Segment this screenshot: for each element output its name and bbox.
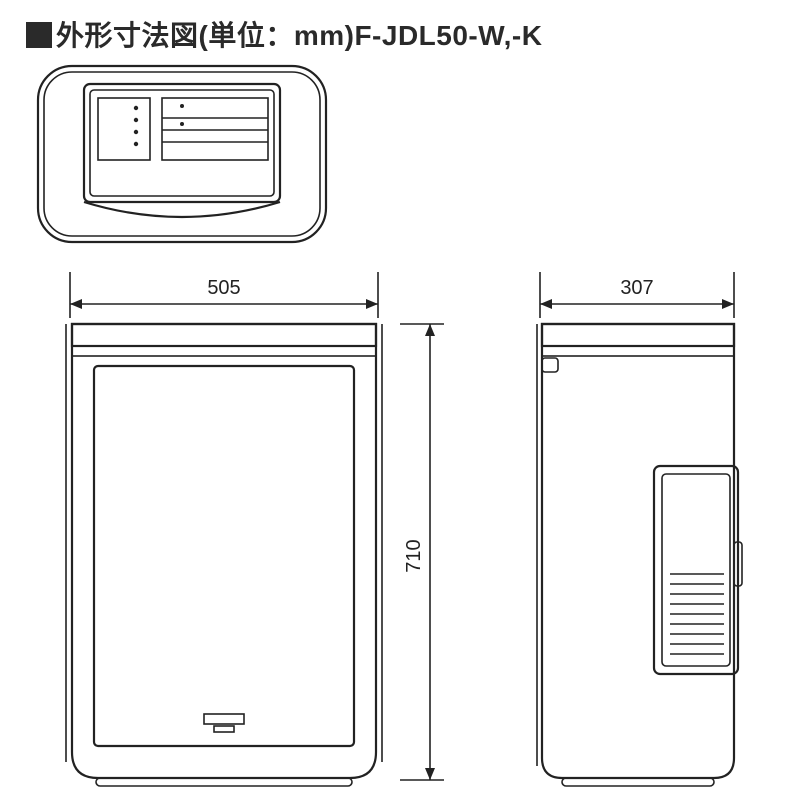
side-body — [542, 324, 734, 778]
front-body — [72, 324, 376, 778]
top-control-dot-icon — [134, 106, 138, 110]
top-knob-icon — [180, 104, 184, 108]
top-deck — [84, 84, 280, 202]
side-rear-panel — [654, 466, 742, 674]
dim-depth-value: 307 — [620, 277, 653, 299]
side-lid — [542, 324, 734, 346]
side-base-rail — [562, 778, 714, 786]
diagram-title: 外形寸法図(単位：mm)F-JDL50-W,-K — [26, 14, 542, 54]
top-control-panel — [98, 98, 150, 160]
top-grille-frame — [162, 98, 268, 160]
title-bullet-icon — [26, 22, 52, 48]
front-base-rail — [96, 778, 352, 786]
top-control-dot-icon — [134, 142, 138, 146]
front-view — [62, 322, 392, 792]
top-view — [32, 60, 332, 260]
front-lid — [72, 324, 376, 346]
front-lid-seam — [72, 346, 376, 356]
top-knob-icon — [180, 122, 184, 126]
title-prefix: 外形寸法図(単位：mm) — [56, 20, 354, 51]
side-view — [534, 322, 754, 792]
arrow-right-icon — [366, 299, 378, 309]
side-vent-slats — [670, 574, 724, 654]
arrow-right-icon — [722, 299, 734, 309]
dim-height-value: 710 — [403, 539, 425, 572]
top-control-dot-icon — [134, 130, 138, 134]
side-top-tab — [542, 358, 558, 372]
arrow-down-icon — [425, 768, 435, 780]
top-control-dot-icon — [134, 118, 138, 122]
title-model: F-JDL50-W,-K — [354, 20, 542, 51]
dim-width-value: 505 — [207, 277, 240, 299]
arrow-left-icon — [540, 299, 552, 309]
front-logo — [204, 714, 244, 732]
arrow-up-icon — [425, 324, 435, 336]
dimension-height: 710 — [400, 318, 460, 798]
top-inner-offset — [44, 72, 320, 236]
front-panel — [94, 366, 354, 746]
top-front-lip — [84, 202, 280, 217]
side-lid-seam — [542, 346, 734, 356]
top-outer-shell — [38, 66, 326, 242]
arrow-left-icon — [70, 299, 82, 309]
